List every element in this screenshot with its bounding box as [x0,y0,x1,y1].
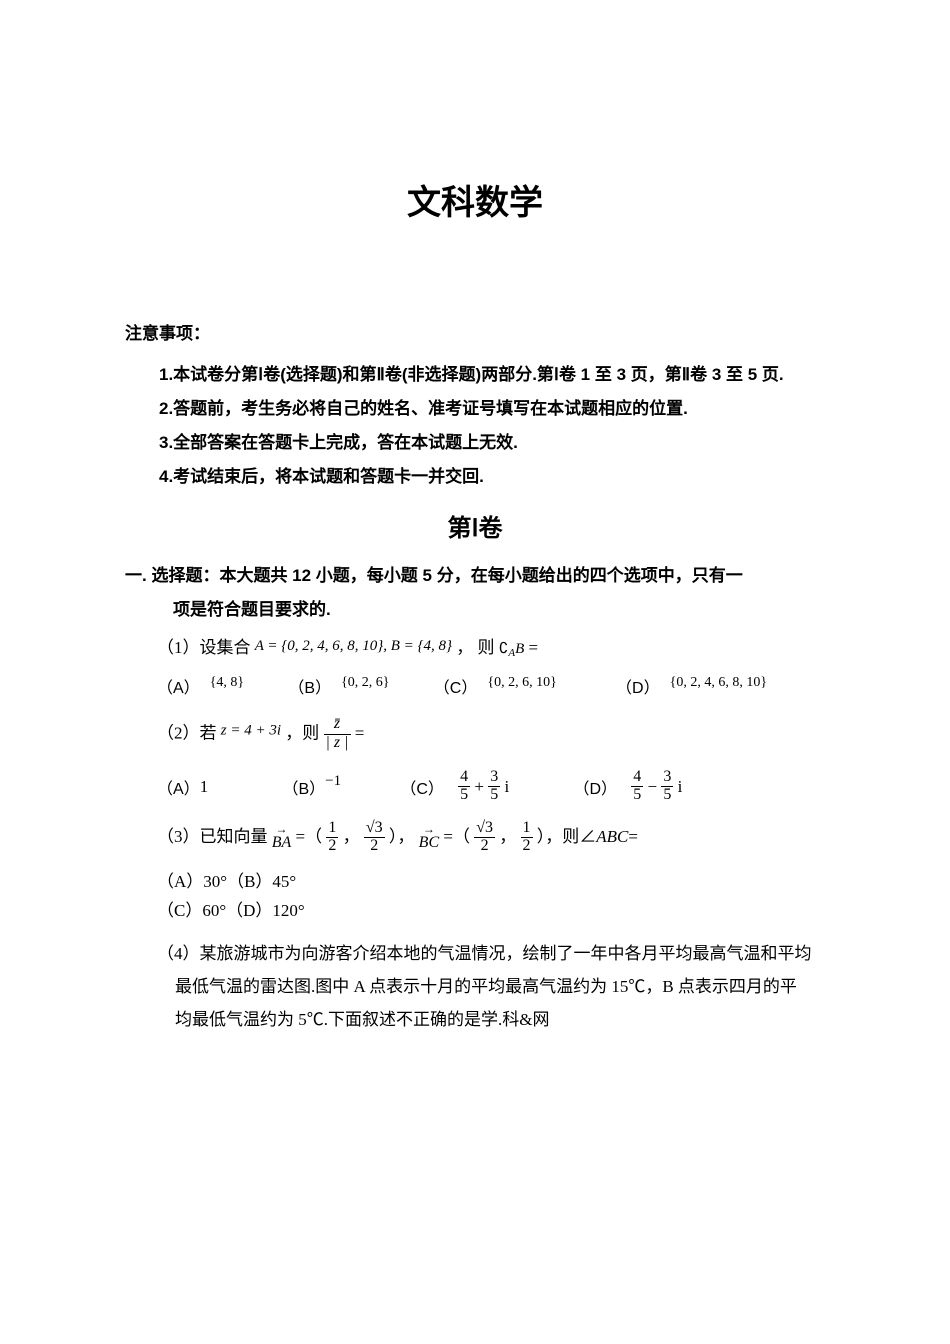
opt-label-b: （B） [282,775,325,799]
q1-options: （A）{4, 8} （B）{0, 2, 6} （C）{0, 2, 6, 10} … [157,674,825,698]
q2d-i: i [678,777,683,797]
q2c-i: i [505,777,510,797]
q1-opt-c: {0, 2, 6, 10} [487,675,556,691]
question-3: （3）已知向量 → BA =（ 12 ， √32 ）， → BC =（ √32 … [157,820,825,855]
q2-pre: （2）若 [157,723,221,742]
q2-opt-b: −1 [325,773,341,790]
q3-options-row1: （A）30°（B）45° [157,867,825,892]
q2-expr: z = 4 + 3i [221,723,281,739]
q2-eq: = [355,723,365,742]
q3-close2: ），则∠ [537,827,597,846]
q3-f1: 12 [326,820,338,855]
q3-f2: √32 [364,820,385,855]
q2c-f1: 45 [458,769,470,804]
q3-opt-d: （D）120° [226,896,305,921]
q3-c1: ， [343,827,360,846]
q3-f4: 12 [521,820,533,855]
opt-label-d: （D） [573,775,617,799]
q2d-f2: 35 [661,769,673,804]
q2-opt-a: 1 [200,777,209,797]
q3-opt-b: （B）45° [227,867,296,892]
question-1: （1）设集合 A = {0, 2, 4, 6, 8, 10}, B = {4, … [157,633,825,664]
q1-mid: ， 则 [456,638,494,657]
part-title: 第Ⅰ卷 [125,508,825,543]
q3-f3: √32 [474,820,495,855]
q2-frac-den: | z | [324,734,351,752]
q2d-f1: 45 [631,769,643,804]
q1-opt-d: {0, 2, 4, 6, 8, 10} [670,675,767,691]
q2c-plus: + [474,777,484,797]
q4-line3: 均最低气温约为 5℃.下面叙述不正确的是学.科&网 [175,1003,825,1036]
q3-options-row2: （C）60°（D）120° [157,896,825,921]
opt-label-a: （A） [157,775,200,799]
q3-pre: （3）已知向量 [157,827,272,846]
q3-vec-bc: → BC [419,823,439,852]
q4-line2: 最低气温的雷达图.图中 A 点表示十月的平均最高气温约为 15℃，B 点表示四月… [175,970,825,1003]
question-2: （2）若 z = 4 + 3i ，则 z̄ | z | = [157,716,825,752]
opt-label-d: （D） [616,674,660,698]
q3-vec-ba: → BA [272,823,292,852]
section-line-2: 项是符合题目要求的. [173,593,825,627]
q2d-minus: − [648,777,658,797]
section-line-1: 一. 选择题：本大题共 12 小题，每小题 5 分，在每小题给出的四个选项中，只… [125,566,743,585]
q3-eq1: =（ [296,827,323,846]
q3-close1: ）， [389,827,415,846]
q3-abc: ABC [596,827,628,846]
notice-item-1: 1.本试卷分第Ⅰ卷(选择题)和第Ⅱ卷(非选择题)两部分.第Ⅰ卷 1 至 3 页，… [159,358,825,392]
page-title: 文科数学 [125,175,825,224]
notice-heading: 注意事项： [125,319,825,344]
notice-item-4: 4.考试结束后，将本试题和答题卡一并交回. [159,460,825,494]
opt-label-a: （A） [157,674,200,698]
q2-frac: z̄ | z | [324,716,351,752]
q3-vec1: BA [272,835,292,852]
q3-opt-c: （C）60° [157,896,226,921]
section-instructions: 一. 选择题：本大题共 12 小题，每小题 5 分，在每小题给出的四个选项中，只… [125,559,825,627]
q1-complement: ∁ [499,641,509,657]
opt-label-b: （B） [288,674,331,698]
q3-eq3: = [628,827,638,846]
q3-eq2: =（ [443,827,470,846]
q2-options: （A）1 （B）−1 （C） 45 + 35 i （D） 45 − 35 i [157,769,825,804]
notice-item-3: 3.全部答案在答题卡上完成，答在本试题上无效. [159,426,825,460]
question-4: （4）某旅游城市为向游客介绍本地的气温情况，绘制了一年中各月平均最高气温和平均 … [157,937,825,1036]
q1-eq: = [529,638,539,657]
q3-vec2: BC [419,835,439,852]
opt-label-c: （C） [434,674,478,698]
q2-mid: ，则 [285,723,323,742]
q2c-f2: 35 [488,769,500,804]
opt-label-c: （C） [400,775,444,799]
exam-page: 文科数学 注意事项： 1.本试卷分第Ⅰ卷(选择题)和第Ⅱ卷(非选择题)两部分.第… [0,0,950,1096]
q1-opt-a: {4, 8} [210,675,244,691]
q3-opt-a: （A）30° [157,867,227,892]
notice-item-2: 2.答题前，考生务必将自己的姓名、准考证号填写在本试题相应的位置. [159,392,825,426]
q1-opt-b: {0, 2, 6} [341,675,389,691]
q1-sets: A = {0, 2, 4, 6, 8, 10}, B = {4, 8} [255,638,452,654]
q2-frac-num: z̄ [324,716,351,734]
q1-Bvar: B [515,641,524,657]
q4-line1: （4）某旅游城市为向游客介绍本地的气温情况，绘制了一年中各月平均最高气温和平均 [157,944,812,963]
q1-pre: （1）设集合 [157,638,255,657]
q3-c2: ， [499,827,516,846]
